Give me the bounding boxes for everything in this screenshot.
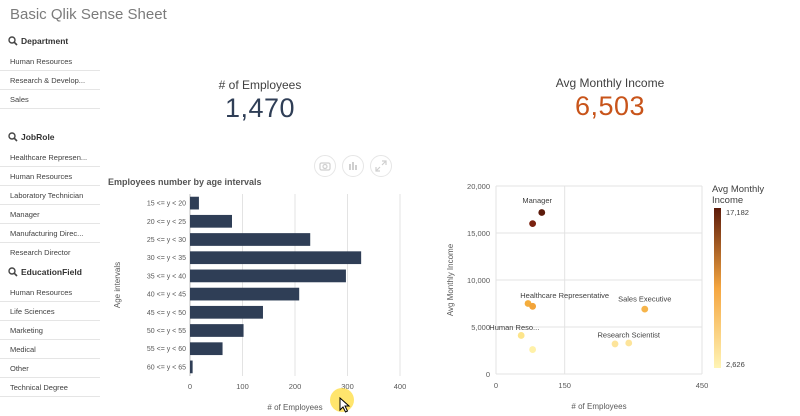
data-point[interactable] xyxy=(641,305,649,313)
legend-min-label: 2,626 xyxy=(726,360,745,369)
y-tick-label: 45 <= y < 50 xyxy=(147,310,186,317)
y-tick-label: 15 <= y < 20 xyxy=(147,201,186,208)
filter-item[interactable]: Human Resources xyxy=(0,167,100,186)
chart-toolbar xyxy=(314,155,392,177)
filter-item[interactable]: Technical Degree xyxy=(0,378,100,397)
filter-item[interactable]: Sales xyxy=(0,90,100,109)
filter-header[interactable]: JobRole xyxy=(0,126,102,148)
kpi-label: Avg Monthly Income xyxy=(555,76,665,90)
y-tick-label: 40 <= y < 45 xyxy=(147,292,186,299)
filter-header[interactable]: Department xyxy=(0,30,102,52)
y-tick-label: 60 <= y < 65 xyxy=(147,364,186,371)
filter-header[interactable]: EducationField xyxy=(0,261,102,283)
bar[interactable] xyxy=(190,214,232,228)
x-tick-label: 300 xyxy=(341,382,354,391)
filter-item[interactable]: Medical xyxy=(0,340,100,359)
point-label: Research Scientist xyxy=(597,330,660,339)
bar[interactable] xyxy=(190,324,244,337)
bar-chart[interactable]: 0 100 200 300 400 15 <= y < 20 20 <= y < 25 25 … xyxy=(104,188,414,414)
chart-type-icon[interactable] xyxy=(342,155,364,177)
scatter-chart[interactable]: 0 5,000 10,000 15,000 20,000 0 150 450 Manager He… xyxy=(440,178,792,414)
filter-item[interactable]: Human Resources xyxy=(0,283,100,302)
sheet-title: Basic Qlik Sense Sheet xyxy=(10,6,167,23)
bar[interactable] xyxy=(190,269,346,283)
data-point[interactable] xyxy=(529,302,537,310)
bar[interactable] xyxy=(190,251,362,265)
filter-item[interactable]: Healthcare Represen... xyxy=(0,148,100,167)
y-tick-label: 5,000 xyxy=(471,323,490,332)
point-label: Manager xyxy=(522,196,552,205)
snapshot-icon[interactable] xyxy=(314,155,336,177)
filter-item[interactable]: Marketing xyxy=(0,321,100,340)
legend-color-bar xyxy=(714,208,721,368)
filter-title: JobRole xyxy=(21,132,55,142)
filter-item[interactable]: Laboratory Technician xyxy=(0,186,100,205)
mouse-cursor-icon xyxy=(339,397,351,413)
data-point[interactable] xyxy=(529,346,537,353)
filter-pane-department[interactable]: Department Human Resources Research & De… xyxy=(0,30,102,109)
filter-item[interactable]: Research & Develop... xyxy=(0,71,100,90)
filter-item[interactable]: Manager xyxy=(0,205,100,224)
y-tick-label: 10,000 xyxy=(467,276,490,285)
data-point[interactable] xyxy=(625,339,633,347)
x-tick-label: 150 xyxy=(558,381,571,390)
bar[interactable] xyxy=(190,287,300,301)
search-icon[interactable] xyxy=(8,36,18,46)
filter-pane-jobrole[interactable]: JobRole Healthcare Represen... Human Res… xyxy=(0,126,102,262)
data-point[interactable] xyxy=(517,332,525,339)
y-tick-label: 15,000 xyxy=(467,229,490,238)
x-tick-label: 450 xyxy=(696,381,709,390)
y-axis-label: Avg Monthly Income xyxy=(446,243,455,316)
filter-item[interactable]: Human Resources xyxy=(0,52,100,71)
y-tick-label: 25 <= y < 30 xyxy=(147,237,186,244)
expand-icon[interactable] xyxy=(370,155,392,177)
data-point[interactable] xyxy=(538,209,546,216)
filter-panel: Department Human Resources Research & De… xyxy=(0,30,102,416)
x-axis-label: # of Employees xyxy=(571,402,626,411)
filter-item[interactable]: Life Sciences xyxy=(0,302,100,321)
data-point[interactable] xyxy=(529,220,537,227)
point-label: Healthcare Representative xyxy=(520,291,609,300)
filter-title: EducationField xyxy=(21,267,82,277)
bar[interactable] xyxy=(190,196,199,210)
kpi-value: 1,470 xyxy=(224,93,296,123)
x-tick-label: 200 xyxy=(289,382,302,391)
x-tick-label: 0 xyxy=(188,382,192,391)
y-tick-label: 20,000 xyxy=(467,182,490,191)
data-point[interactable] xyxy=(611,340,619,348)
y-tick-label: 20 <= y < 25 xyxy=(147,219,186,226)
search-icon[interactable] xyxy=(8,132,18,142)
filter-item[interactable]: Manufacturing Direc... xyxy=(0,224,100,243)
x-axis-label: # of Employees xyxy=(267,403,322,412)
kpi-label: # of Employees xyxy=(218,78,302,92)
filter-item[interactable]: Other xyxy=(0,359,100,378)
x-tick-label: 400 xyxy=(394,382,407,391)
kpi-value: 6,503 xyxy=(574,91,646,121)
point-label: Human Reso... xyxy=(489,323,539,332)
bar[interactable] xyxy=(190,233,311,246)
search-icon[interactable] xyxy=(8,267,18,277)
legend-title-line: Income xyxy=(712,195,743,206)
x-tick-label: 100 xyxy=(236,382,249,391)
filter-title: Department xyxy=(21,36,69,46)
y-tick-label: 30 <= y < 35 xyxy=(147,255,186,262)
kpi-employees[interactable]: # of Employees 1,470 xyxy=(180,78,340,124)
x-tick-label: 0 xyxy=(494,381,498,390)
bar[interactable] xyxy=(190,342,223,356)
filter-pane-educationfield[interactable]: EducationField Human Resources Life Scie… xyxy=(0,261,102,397)
kpi-avg-income[interactable]: Avg Monthly Income 6,503 xyxy=(510,76,710,122)
bar[interactable] xyxy=(190,305,263,319)
legend-max-label: 17,182 xyxy=(726,208,749,217)
y-tick-label: 35 <= y < 40 xyxy=(147,273,186,280)
filter-item[interactable]: Research Director xyxy=(0,243,100,262)
bar-chart-title: Employees number by age intervals xyxy=(108,177,262,187)
bar[interactable] xyxy=(190,360,193,374)
y-tick-label: 55 <= y < 60 xyxy=(147,346,186,353)
y-tick-label: 0 xyxy=(486,370,490,379)
y-tick-label: 50 <= y < 55 xyxy=(147,328,186,335)
y-axis-label: Age intervals xyxy=(113,262,122,308)
point-label: Sales Executive xyxy=(618,295,671,304)
legend-title-line: Avg Monthly xyxy=(712,184,764,195)
